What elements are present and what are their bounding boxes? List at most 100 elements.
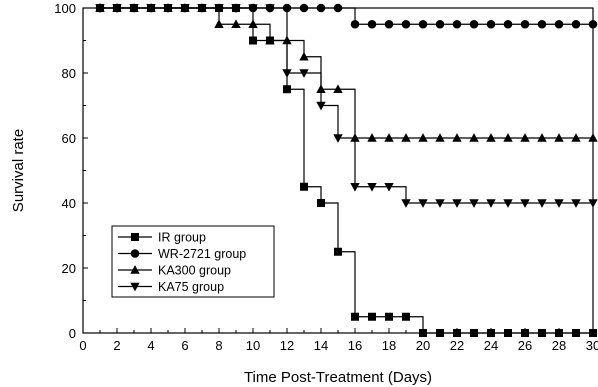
- data-point: [486, 199, 496, 208]
- data-point: [571, 19, 581, 29]
- x-tick-label: 0: [79, 338, 86, 353]
- data-point: [214, 4, 224, 13]
- data-point: [180, 4, 190, 13]
- data-point: [299, 3, 309, 13]
- data-point: [282, 69, 292, 78]
- data-point: [385, 312, 393, 321]
- y-axis: 0 20 40 60 80 100: [54, 1, 88, 341]
- data-point: [538, 329, 546, 337]
- series-line: [100, 7, 593, 25]
- data-point: [469, 133, 479, 142]
- legend-label: KA75 group: [158, 280, 224, 294]
- x-axis-title: Time Post-Treatment (Days): [244, 369, 432, 386]
- y-tick-label: 60: [62, 131, 76, 146]
- x-tick-label: 2: [113, 338, 120, 353]
- data-point: [367, 19, 377, 29]
- data-point: [367, 133, 377, 142]
- data-point: [418, 133, 428, 142]
- data-point: [504, 329, 512, 337]
- data-point: [503, 199, 513, 208]
- data-point: [554, 133, 564, 142]
- data-point: [248, 19, 258, 28]
- data-point: [486, 19, 496, 29]
- data-point: [384, 133, 394, 142]
- data-point: [589, 329, 597, 337]
- data-point: [316, 3, 326, 13]
- x-tick-label: 22: [450, 338, 464, 353]
- y-axis-title: Survival rate: [10, 129, 27, 212]
- data-point: [112, 4, 122, 13]
- data-point: [317, 199, 325, 207]
- legend-label: IR group: [158, 231, 206, 245]
- data-point: [214, 19, 224, 28]
- x-axis: 0 2 4 6 8 10 12 14 16 18 20 22 24 26 28 30: [79, 328, 598, 353]
- data-point: [367, 183, 377, 192]
- y-tick-label: 40: [62, 196, 76, 211]
- data-point: [537, 199, 547, 208]
- data-point: [453, 329, 461, 337]
- data-point: [588, 199, 598, 208]
- data-point: [334, 247, 342, 256]
- x-tick-label: 30: [586, 338, 598, 353]
- legend-marker: [130, 282, 140, 292]
- legend: IR group WR-2721 group KA300 group KA75 gro…: [111, 225, 275, 298]
- data-point: [470, 329, 478, 337]
- data-point: [248, 4, 258, 13]
- data-point: [436, 329, 444, 337]
- data-point: [435, 199, 445, 208]
- data-point: [503, 133, 513, 142]
- data-point: [520, 133, 530, 142]
- data-point: [129, 4, 139, 13]
- data-point: [350, 19, 360, 29]
- y-tick-label: 80: [62, 66, 76, 81]
- data-point: [384, 19, 394, 29]
- data-point: [95, 4, 105, 13]
- y-tick-label: 0: [69, 326, 76, 341]
- data-point: [300, 182, 308, 191]
- data-point: [146, 4, 156, 13]
- data-point: [197, 4, 207, 13]
- data-point: [333, 84, 343, 93]
- legend-label: WR-2721 group: [158, 247, 246, 261]
- data-point: [401, 133, 411, 142]
- data-point: [163, 4, 173, 13]
- data-point: [333, 134, 343, 143]
- x-tick-label: 28: [552, 338, 566, 353]
- data-point: [520, 199, 530, 208]
- data-point: [333, 3, 343, 13]
- series-triangle-down: [95, 4, 598, 208]
- x-tick-label: 20: [416, 338, 430, 353]
- data-point: [231, 4, 241, 13]
- x-tick-label: 14: [314, 338, 328, 353]
- data-point: [452, 19, 462, 29]
- data-point: [469, 19, 479, 29]
- data-point: [231, 19, 241, 28]
- x-tick-label: 10: [246, 338, 260, 353]
- x-tick-label: 16: [348, 338, 362, 353]
- data-point: [402, 312, 410, 321]
- data-point: [521, 329, 529, 337]
- data-point: [299, 51, 309, 61]
- x-tick-label: 6: [181, 338, 188, 353]
- data-point: [265, 35, 275, 45]
- data-point: [452, 199, 462, 208]
- data-point: [554, 199, 564, 208]
- data-point: [435, 133, 445, 142]
- y-tick-label: 20: [62, 261, 76, 276]
- series-line: [100, 7, 593, 204]
- data-point: [452, 133, 462, 142]
- legend-marker: [131, 233, 139, 241]
- data-point: [283, 85, 291, 94]
- series-layer: [95, 3, 598, 337]
- data-point: [350, 183, 360, 192]
- data-point: [351, 312, 359, 321]
- x-tick-label: 18: [382, 338, 396, 353]
- data-point: [384, 183, 394, 192]
- data-point: [299, 69, 309, 78]
- data-point: [249, 36, 257, 45]
- data-point: [418, 199, 428, 208]
- data-point: [435, 19, 445, 29]
- data-point: [537, 133, 547, 142]
- data-point: [571, 133, 581, 142]
